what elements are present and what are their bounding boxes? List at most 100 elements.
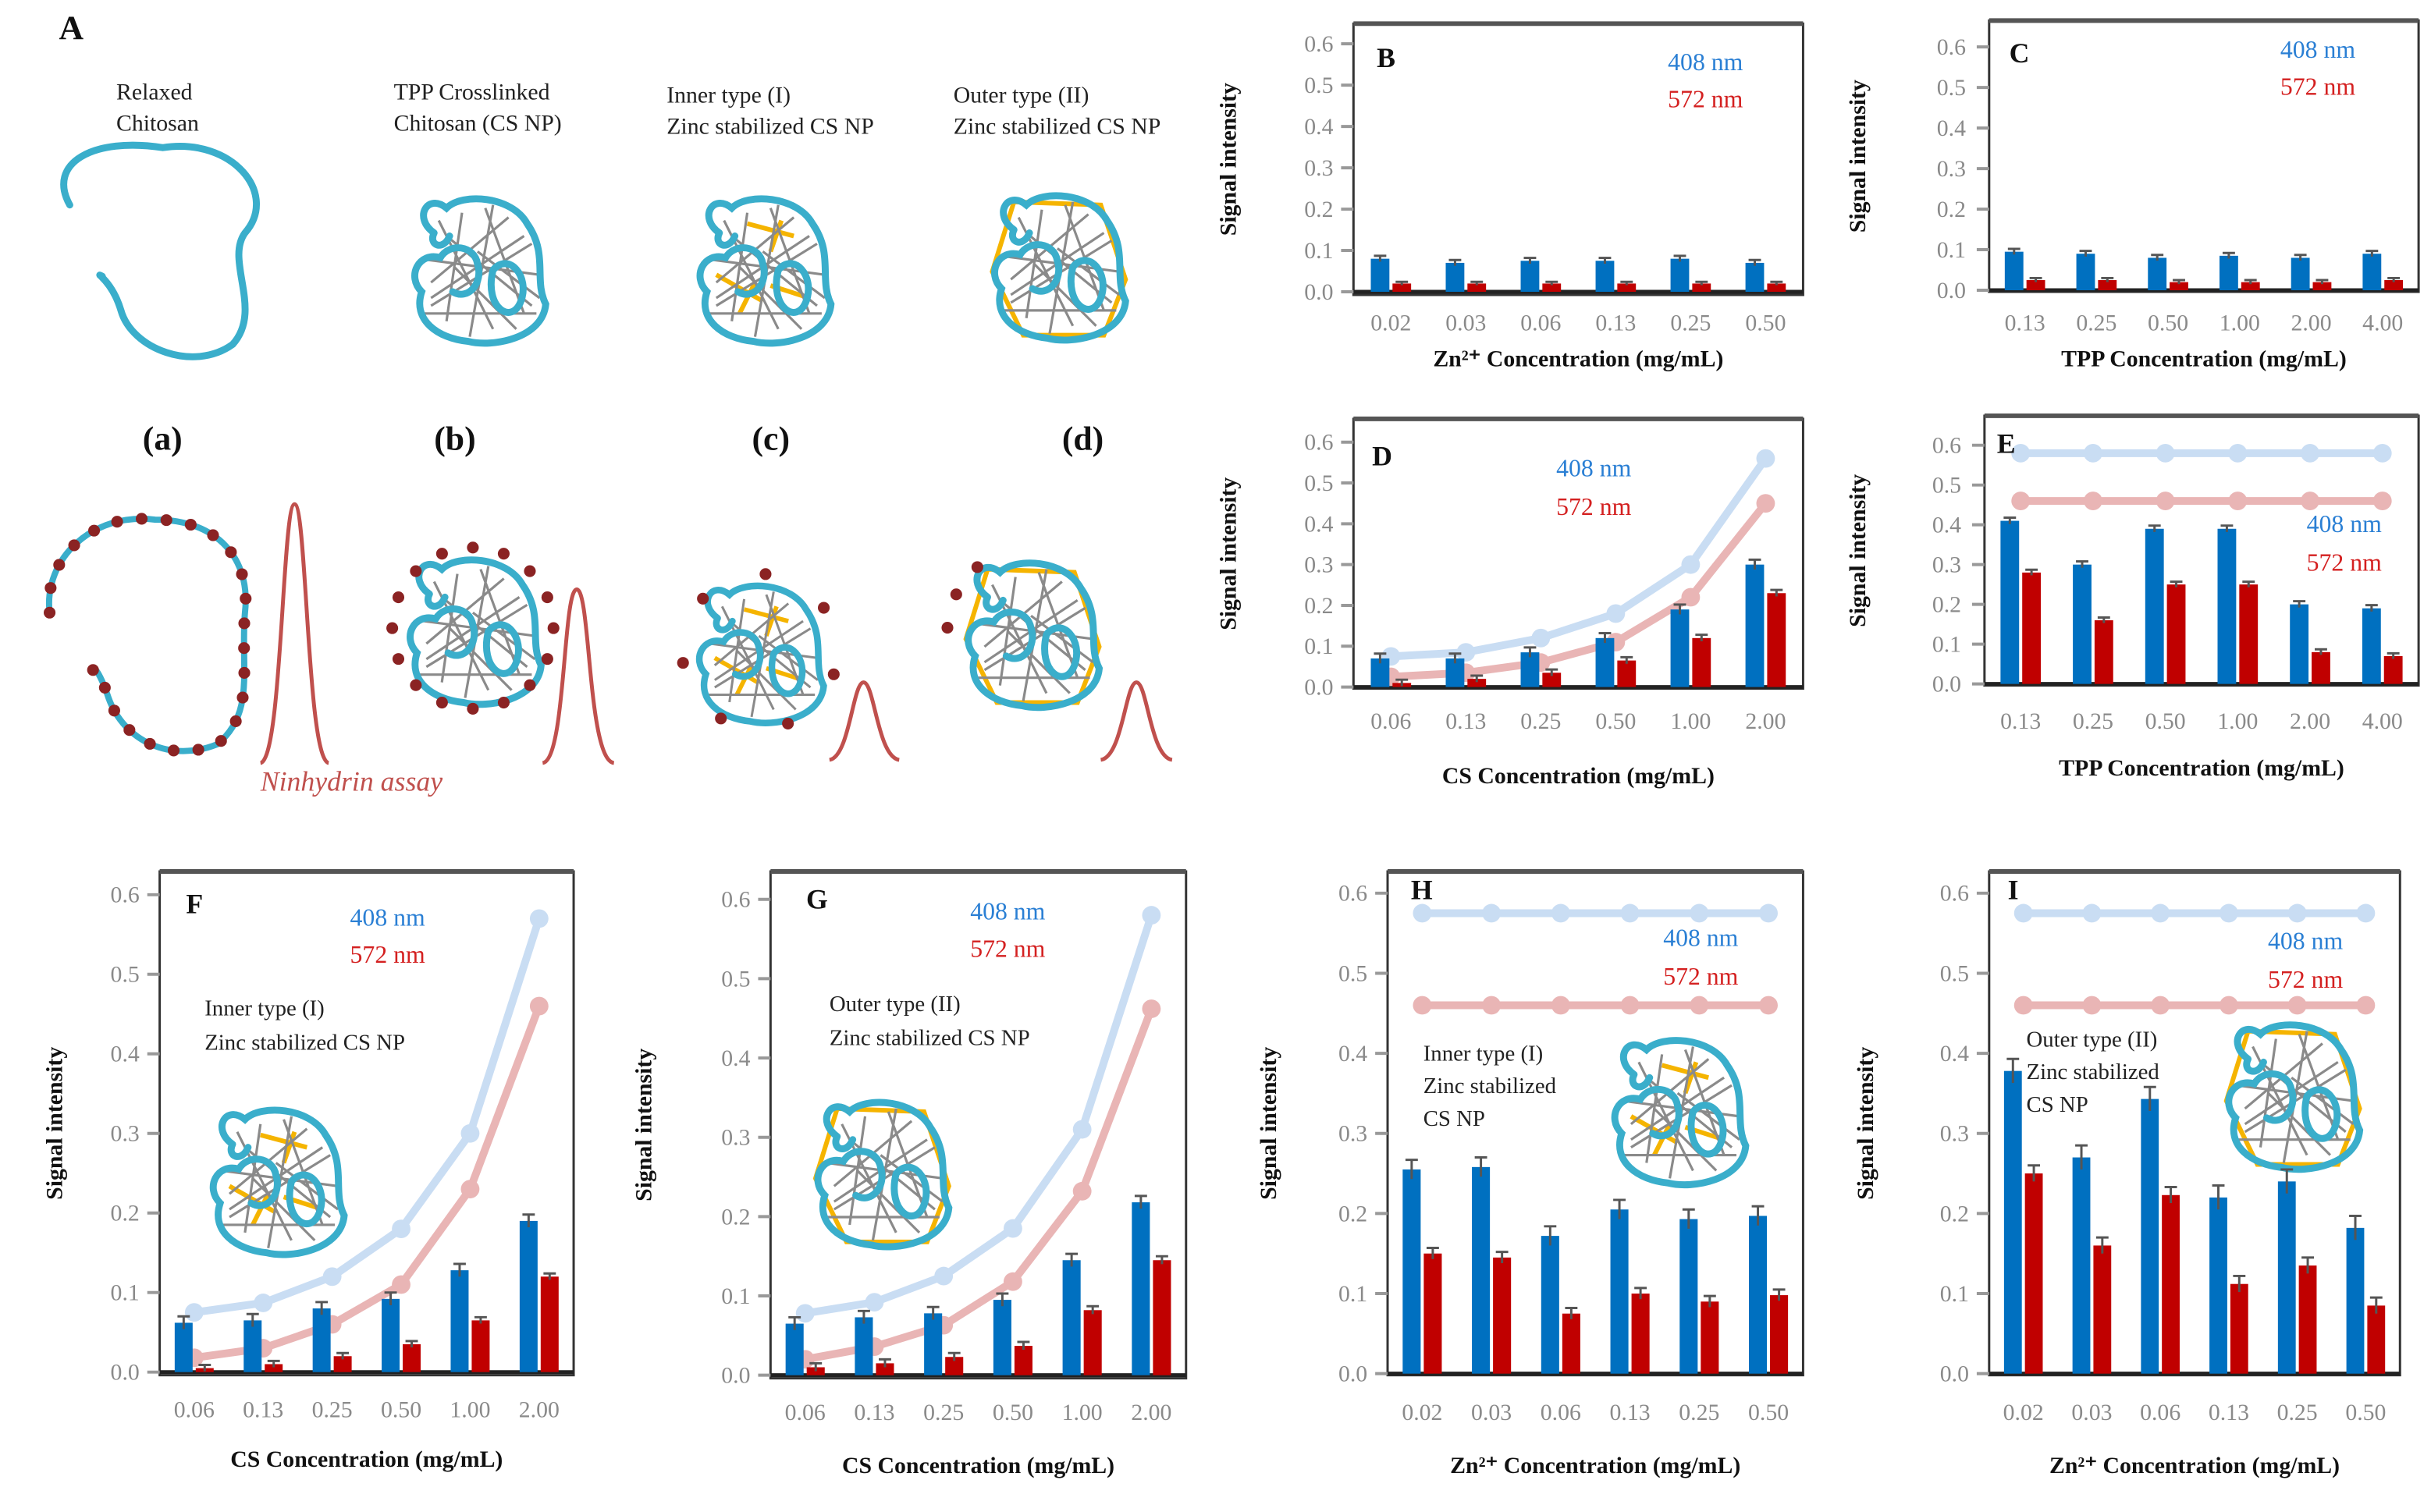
amine-dot: [144, 737, 156, 750]
line-point: [2084, 492, 2102, 510]
line-series-408-nm: [1391, 456, 1769, 661]
bar: [2166, 584, 2186, 684]
bar: [2209, 1197, 2227, 1374]
line-point: [2356, 996, 2376, 1015]
line-point: [1551, 996, 1570, 1015]
bar: [403, 1343, 421, 1372]
y-tick-label: 0.3: [1932, 552, 1961, 578]
amine-dot: [497, 548, 510, 560]
x-tick-label: 0.06: [1520, 311, 1561, 336]
x-tick-label: 0.50: [1745, 311, 1786, 336]
sublabel-b: (b): [434, 421, 475, 458]
bar: [2241, 282, 2260, 291]
bar: [1595, 261, 1615, 293]
amine-dot: [53, 559, 66, 571]
line-point: [1681, 587, 1701, 607]
x-tick-label: 0.50: [993, 1400, 1033, 1425]
y-tick-label: 0.5: [1304, 470, 1333, 496]
y-tick-label: 0.4: [1304, 511, 1333, 537]
bar: [540, 1276, 559, 1372]
y-tick-label: 0.4: [1304, 114, 1333, 140]
bar: [1617, 283, 1637, 293]
y-tick-label: 0.1: [1338, 1281, 1367, 1307]
bar: [265, 1364, 283, 1372]
y-axis-title: Signal intensity: [1215, 477, 1241, 630]
bar: [2148, 257, 2167, 291]
amine-dot: [44, 582, 57, 595]
y-tick-label: 0.1: [111, 1280, 140, 1306]
bar: [2346, 1227, 2365, 1374]
x-tick-label: 0.50: [2145, 708, 2186, 734]
bar: [2362, 254, 2382, 291]
annotation-text: Zinc stabilized CS NP: [830, 1026, 1030, 1051]
line-point: [1482, 996, 1502, 1015]
bar: [2094, 620, 2113, 684]
bar: [2170, 282, 2188, 291]
y-tick-label: 0.1: [721, 1283, 750, 1309]
amine-dot: [677, 657, 689, 669]
chart-panel-c: 0.0 0.1 0.2 0.3 0.4 0.5 0.6 0.13 0.25 0.50 1.00 2.0…: [1845, 18, 2420, 371]
line-point: [2082, 903, 2102, 923]
y-tick-label: 0.2: [1940, 1201, 1969, 1226]
x-tick-label: 0.25: [1520, 708, 1561, 734]
bar: [2076, 254, 2095, 291]
label-outer-line2: Zinc stabilized CS NP: [954, 113, 1161, 139]
label-inner-line1: Inner type (I): [666, 83, 791, 108]
x-tick-label: 2.00: [2291, 311, 2331, 336]
x-tick-label: 4.00: [2362, 311, 2403, 336]
line-point: [2228, 443, 2248, 463]
y-tick-label: 0.1: [1940, 1281, 1969, 1307]
annotation-text: Zinc stabilized CS NP: [204, 1030, 405, 1055]
chart-panel-d: 0.0 0.1 0.2 0.3 0.4 0.5 0.6 0.06 0.13 0.25 0.50 1.0…: [1215, 416, 1804, 789]
y-tick-label: 0.4: [1940, 1041, 1969, 1067]
x-tick-label: 0.02: [1402, 1400, 1442, 1425]
x-tick-label: 0.06: [2140, 1400, 2180, 1425]
amine-dot: [207, 529, 219, 541]
y-tick-label: 0.6: [1940, 881, 1969, 907]
bar: [2000, 520, 2020, 684]
x-tick-label: 1.00: [1670, 708, 1711, 734]
annotation-text: Inner type (I): [1423, 1041, 1544, 1066]
line-point: [529, 909, 549, 928]
bar: [855, 1317, 873, 1375]
bar: [2298, 1265, 2317, 1374]
bar: [1670, 258, 1690, 293]
y-tick-label: 0.4: [1338, 1041, 1367, 1067]
panel-letter: H: [1411, 875, 1433, 906]
amine-dot: [160, 514, 172, 527]
y-tick-label: 0.1: [1304, 238, 1333, 264]
line-point: [322, 1267, 342, 1287]
y-tick-label: 0.5: [1932, 473, 1961, 499]
amine-dot: [68, 539, 80, 552]
bar: [1595, 637, 1615, 687]
bar: [1370, 258, 1390, 293]
bar: [2362, 608, 2381, 684]
legend-408: 408 nm: [1668, 48, 1743, 76]
line-point: [2082, 996, 2102, 1015]
line-point: [392, 1219, 410, 1239]
x-axis-title: Zn²⁺ Concentration (mg/mL): [2049, 1453, 2340, 1478]
inner-nanoparticle-amines-icon: [699, 586, 823, 723]
line-point: [1756, 449, 1775, 468]
bar: [2098, 280, 2117, 291]
bar: [1014, 1346, 1032, 1375]
y-tick-label: 0.2: [111, 1201, 140, 1226]
bar: [2239, 584, 2259, 684]
outer-zinc-nanoparticle-icon: [2227, 1025, 2360, 1169]
legend-408: 408 nm: [2307, 510, 2382, 538]
bar: [1423, 1253, 1442, 1374]
amine-dot: [435, 548, 448, 560]
panel-letter: E: [1997, 428, 2016, 460]
y-tick-label: 0.1: [1937, 237, 1966, 263]
sublabel-a: (a): [143, 421, 183, 458]
x-tick-label: 0.50: [2345, 1400, 2386, 1425]
bar: [1631, 1294, 1650, 1374]
x-axis-title: TPP Concentration (mg/mL): [2059, 755, 2344, 781]
legend-572: 572 nm: [2280, 73, 2355, 101]
bar: [2312, 651, 2330, 684]
label-tpp-line1: TPP Crosslinked: [394, 80, 550, 105]
bar: [1370, 658, 1390, 687]
bar: [1392, 283, 1412, 293]
y-tick-label: 0.4: [111, 1042, 140, 1067]
